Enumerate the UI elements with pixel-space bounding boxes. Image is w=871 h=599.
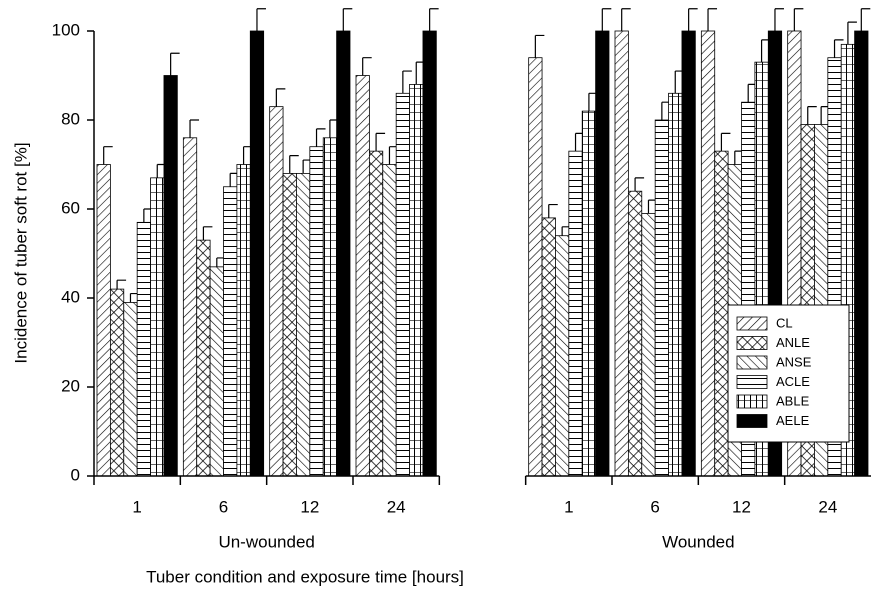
bar bbox=[163, 75, 178, 477]
bar bbox=[654, 119, 669, 477]
y-tick-label: 0 bbox=[71, 465, 80, 484]
x-tick-label: 24 bbox=[387, 497, 406, 516]
group-label: Un-wounded bbox=[218, 532, 314, 551]
bar bbox=[641, 213, 656, 477]
legend-swatch bbox=[736, 316, 768, 331]
error-bar bbox=[103, 146, 113, 165]
legend-label: ABLE bbox=[776, 393, 810, 408]
bar bbox=[136, 221, 151, 477]
bar bbox=[336, 30, 351, 477]
y-tick-label: 40 bbox=[61, 287, 80, 306]
error-bar bbox=[202, 226, 213, 241]
bar bbox=[714, 150, 729, 477]
error-bar bbox=[774, 8, 784, 31]
legend-swatch bbox=[736, 394, 768, 409]
legend-swatch bbox=[736, 336, 768, 350]
bar bbox=[368, 150, 384, 477]
error-bar bbox=[275, 88, 286, 107]
bar bbox=[681, 30, 696, 477]
bar bbox=[282, 172, 297, 477]
bar bbox=[355, 75, 370, 477]
error-bar bbox=[534, 34, 545, 58]
legend-swatch bbox=[736, 355, 768, 370]
bar bbox=[309, 146, 324, 477]
bar bbox=[668, 92, 683, 477]
x-tick-label: 1 bbox=[132, 497, 141, 516]
bar bbox=[322, 137, 338, 477]
y-axis-title: Incidence of tuber soft rot [%] bbox=[11, 142, 30, 363]
bar bbox=[209, 266, 224, 477]
group-label: Wounded bbox=[662, 532, 734, 551]
x-tick-label: 6 bbox=[650, 497, 659, 516]
bar bbox=[382, 164, 397, 477]
y-tick-label: 100 bbox=[52, 20, 80, 39]
legend-label: ANLE bbox=[776, 335, 810, 350]
bar bbox=[96, 164, 111, 477]
bar bbox=[568, 150, 583, 477]
error-bar bbox=[548, 203, 558, 218]
error-bar bbox=[833, 39, 844, 58]
y-tick-label: 20 bbox=[61, 376, 80, 395]
bar bbox=[541, 217, 556, 477]
bar bbox=[236, 164, 251, 477]
bar bbox=[269, 106, 284, 477]
error-bar bbox=[289, 155, 299, 174]
legend-label: ACLE bbox=[776, 374, 810, 389]
legend-label: CL bbox=[776, 315, 793, 330]
error-bar bbox=[315, 128, 326, 147]
error-bar bbox=[707, 8, 718, 31]
bar bbox=[700, 30, 716, 477]
error-bar bbox=[860, 8, 871, 31]
error-bar bbox=[793, 8, 804, 31]
error-bar bbox=[720, 132, 731, 152]
x-axis-title: Tuber condition and exposure time [hours… bbox=[146, 567, 464, 586]
bar bbox=[595, 30, 610, 477]
bar bbox=[150, 177, 165, 477]
bar bbox=[182, 137, 198, 477]
bar bbox=[528, 57, 543, 477]
bar bbox=[555, 235, 570, 477]
legend-swatch bbox=[736, 414, 768, 428]
error-bar bbox=[256, 8, 266, 31]
y-tick-label: 60 bbox=[61, 198, 80, 217]
bar bbox=[409, 84, 424, 477]
x-tick-label: 12 bbox=[300, 497, 319, 516]
legend-label: ANSE bbox=[776, 354, 812, 369]
error-bar bbox=[601, 8, 612, 31]
error-bar bbox=[847, 21, 857, 45]
bar bbox=[627, 190, 643, 477]
error-bar bbox=[116, 279, 127, 290]
error-bar bbox=[170, 52, 180, 76]
bar bbox=[109, 288, 125, 477]
bar bbox=[223, 186, 238, 477]
error-bar bbox=[362, 57, 372, 76]
bar bbox=[296, 172, 311, 477]
error-bar bbox=[688, 8, 698, 31]
error-bar bbox=[342, 8, 353, 31]
bar bbox=[854, 30, 869, 477]
y-tick-label: 80 bbox=[61, 109, 80, 128]
error-bar bbox=[189, 119, 200, 138]
bar bbox=[196, 239, 211, 477]
x-tick-label: 6 bbox=[219, 497, 228, 516]
bar bbox=[422, 30, 437, 477]
x-tick-label: 1 bbox=[564, 497, 573, 516]
legend-label: AELE bbox=[776, 413, 810, 428]
error-bar bbox=[807, 106, 817, 125]
x-tick-label: 12 bbox=[732, 497, 751, 516]
bar bbox=[123, 302, 138, 477]
error-bar bbox=[621, 8, 631, 31]
x-tick-label: 24 bbox=[818, 497, 837, 516]
error-bar bbox=[402, 70, 412, 94]
bar bbox=[614, 30, 629, 477]
bar bbox=[395, 92, 410, 477]
error-bar bbox=[634, 177, 645, 192]
error-bar bbox=[375, 132, 386, 152]
legend-swatch bbox=[736, 375, 768, 389]
bar bbox=[249, 30, 265, 477]
bar bbox=[581, 110, 597, 477]
error-bar bbox=[429, 8, 439, 31]
